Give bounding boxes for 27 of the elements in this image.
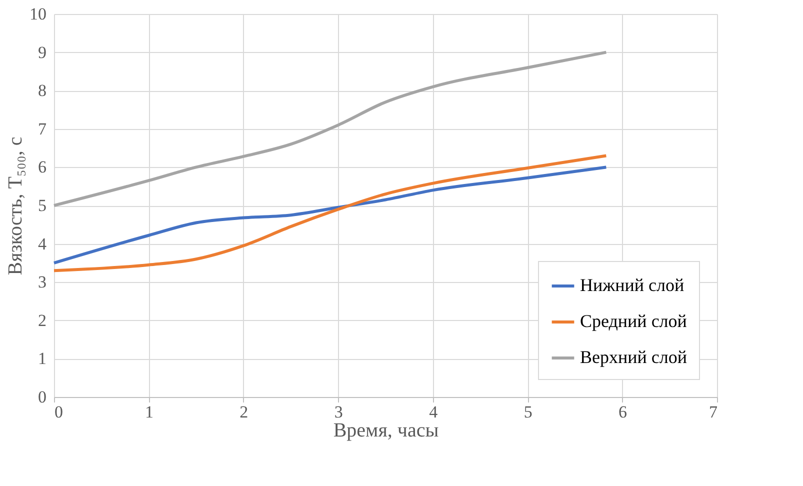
y-tick-label: 7: [38, 119, 47, 138]
y-tick-label: 4: [38, 234, 47, 254]
y-tick-label: 5: [38, 196, 46, 215]
x-tick-label: 3: [334, 402, 343, 422]
x-tick-label: 4: [429, 402, 438, 422]
y-axis-title: Вязкость, T₅₀₀, с: [4, 136, 26, 276]
legend-label: Нижний слой: [580, 275, 684, 295]
y-tick-label: 9: [38, 42, 46, 62]
x-tick-label: 2: [240, 402, 248, 422]
y-tick-label: 3: [38, 272, 46, 292]
y-tick-label: 6: [38, 158, 46, 177]
line-series: [52, 166, 608, 264]
y-tick-label: 2: [38, 310, 46, 330]
y-tick-label: 0: [38, 388, 46, 406]
legend-label: Средний слой: [580, 311, 688, 331]
line-series: [52, 50, 608, 207]
x-tick-label: 0: [54, 402, 63, 422]
legend-label: Верхний слой: [580, 347, 688, 367]
x-tick-label: 7: [709, 402, 718, 422]
y-tick-label: 8: [38, 81, 46, 100]
x-tick-label: 1: [144, 402, 154, 422]
y-tick-label: 1: [38, 349, 46, 368]
x-axis-title: Время, часы: [333, 420, 439, 442]
y-tick-label: 10: [30, 4, 46, 24]
x-tick-label: 6: [618, 402, 628, 422]
line-series: [52, 154, 608, 272]
x-tick-label: 5: [524, 402, 532, 422]
